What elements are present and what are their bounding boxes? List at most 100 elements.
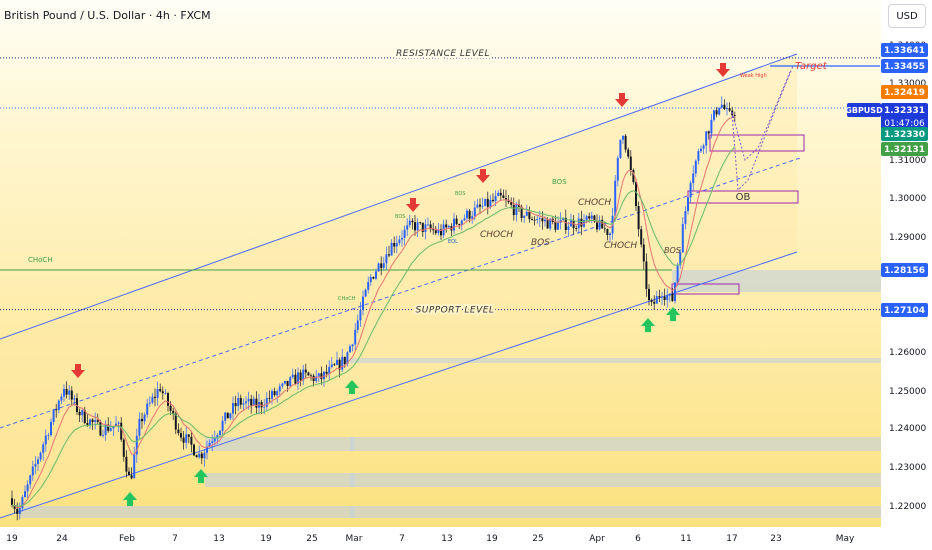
candle-body bbox=[31, 466, 34, 476]
candle-body bbox=[216, 434, 219, 439]
candle-body bbox=[341, 356, 344, 370]
candle-body bbox=[567, 226, 570, 230]
candle-body bbox=[18, 508, 21, 514]
candle-body bbox=[356, 320, 359, 330]
candle-body bbox=[24, 491, 26, 498]
candle-body bbox=[453, 218, 455, 231]
support-label: SUPPORT LEVEL bbox=[416, 306, 495, 316]
y-axis-tick-label: 1.31000 bbox=[889, 156, 926, 166]
y-axis-tick-label: 1.22000 bbox=[889, 502, 926, 512]
candle-body bbox=[715, 110, 718, 115]
candle-body bbox=[237, 398, 240, 407]
candle-body bbox=[78, 411, 81, 416]
candle-body bbox=[382, 263, 385, 268]
candle-body bbox=[120, 422, 123, 440]
x-axis-tick-label: 17 bbox=[726, 534, 737, 544]
small-label: BOS bbox=[395, 214, 405, 220]
candle-body bbox=[603, 228, 606, 230]
candle-body bbox=[674, 282, 676, 302]
candle-body bbox=[640, 229, 643, 245]
candle-body bbox=[671, 293, 674, 302]
x-axis-tick-label: 25 bbox=[306, 534, 317, 544]
candle-body bbox=[497, 192, 500, 197]
candle-body bbox=[596, 221, 598, 230]
candle-body bbox=[299, 372, 302, 381]
candle-body bbox=[492, 199, 494, 202]
candle-body bbox=[681, 223, 684, 253]
candle-body bbox=[687, 197, 689, 212]
candle-body bbox=[289, 377, 292, 387]
candle-body bbox=[655, 296, 658, 304]
x-axis-tick-label: Mar bbox=[346, 534, 363, 544]
y-axis-tick-label: 1.24000 bbox=[889, 424, 926, 434]
candle-body bbox=[434, 230, 437, 234]
candle-body bbox=[60, 396, 63, 401]
candle-body bbox=[635, 182, 637, 207]
candle-body bbox=[13, 505, 16, 509]
candle-body bbox=[182, 437, 185, 443]
candle-body bbox=[294, 374, 297, 384]
candle-body bbox=[406, 225, 409, 230]
candle-body bbox=[372, 276, 375, 279]
x-axis-tick-label: 7 bbox=[399, 534, 405, 544]
candle-body bbox=[226, 412, 229, 419]
candle-body bbox=[29, 475, 32, 485]
demand-zone bbox=[350, 506, 881, 518]
demand-zone bbox=[350, 358, 881, 363]
candle-body bbox=[146, 403, 149, 415]
price-tag-label: 1.27104 bbox=[884, 306, 925, 316]
candle-body bbox=[128, 471, 130, 476]
currency-button[interactable]: USD bbox=[888, 4, 926, 28]
candle-body bbox=[37, 459, 39, 464]
small-label: BOS bbox=[455, 191, 465, 197]
candle-body bbox=[200, 453, 203, 459]
symbol-tag-label: GBPUSD bbox=[845, 106, 883, 115]
candle-body bbox=[398, 239, 401, 243]
y-axis-tick-label: 1.29000 bbox=[889, 233, 926, 243]
candle-body bbox=[68, 390, 71, 395]
candle-body bbox=[148, 402, 151, 404]
candle-body bbox=[445, 224, 448, 228]
candle-body bbox=[507, 199, 510, 203]
candle-body bbox=[518, 204, 520, 207]
candle-body bbox=[679, 252, 682, 266]
y-axis-tick-label: 1.26000 bbox=[889, 348, 926, 358]
candle-body bbox=[380, 263, 383, 268]
price-tag bbox=[881, 43, 928, 57]
candle-body bbox=[55, 409, 58, 411]
candle-body bbox=[224, 412, 227, 421]
candle-body bbox=[369, 276, 372, 282]
candle-body bbox=[632, 169, 635, 183]
y-axis-tick-label: 1.23000 bbox=[889, 463, 926, 473]
candle-body bbox=[206, 446, 208, 453]
candle-body bbox=[463, 218, 466, 221]
price-tag bbox=[881, 142, 928, 156]
candle-body bbox=[468, 210, 471, 219]
candle-body bbox=[520, 206, 523, 218]
price-tag bbox=[881, 263, 928, 277]
small-label: CHoCH bbox=[338, 296, 356, 302]
candle-body bbox=[473, 207, 476, 217]
candle-body bbox=[486, 198, 489, 207]
candle-body bbox=[354, 329, 357, 345]
candle-body bbox=[44, 435, 47, 445]
candle-body bbox=[164, 393, 167, 394]
candle-body bbox=[213, 438, 216, 442]
candle-body bbox=[167, 393, 169, 406]
candle-body bbox=[658, 296, 661, 298]
candle-body bbox=[302, 369, 305, 381]
candle-body bbox=[590, 215, 593, 219]
chart-title: British Pound / U.S. Dollar · 4h · FXCM bbox=[4, 9, 211, 22]
candle-body bbox=[26, 484, 29, 492]
candle-body bbox=[619, 139, 622, 158]
candle-body bbox=[96, 420, 99, 422]
candle-body bbox=[187, 434, 190, 437]
candle-body bbox=[614, 180, 617, 216]
candle-body bbox=[700, 148, 702, 152]
candle-body bbox=[648, 288, 650, 301]
candle-body bbox=[627, 149, 630, 157]
candle-body bbox=[668, 293, 671, 296]
candle-body bbox=[112, 426, 115, 429]
